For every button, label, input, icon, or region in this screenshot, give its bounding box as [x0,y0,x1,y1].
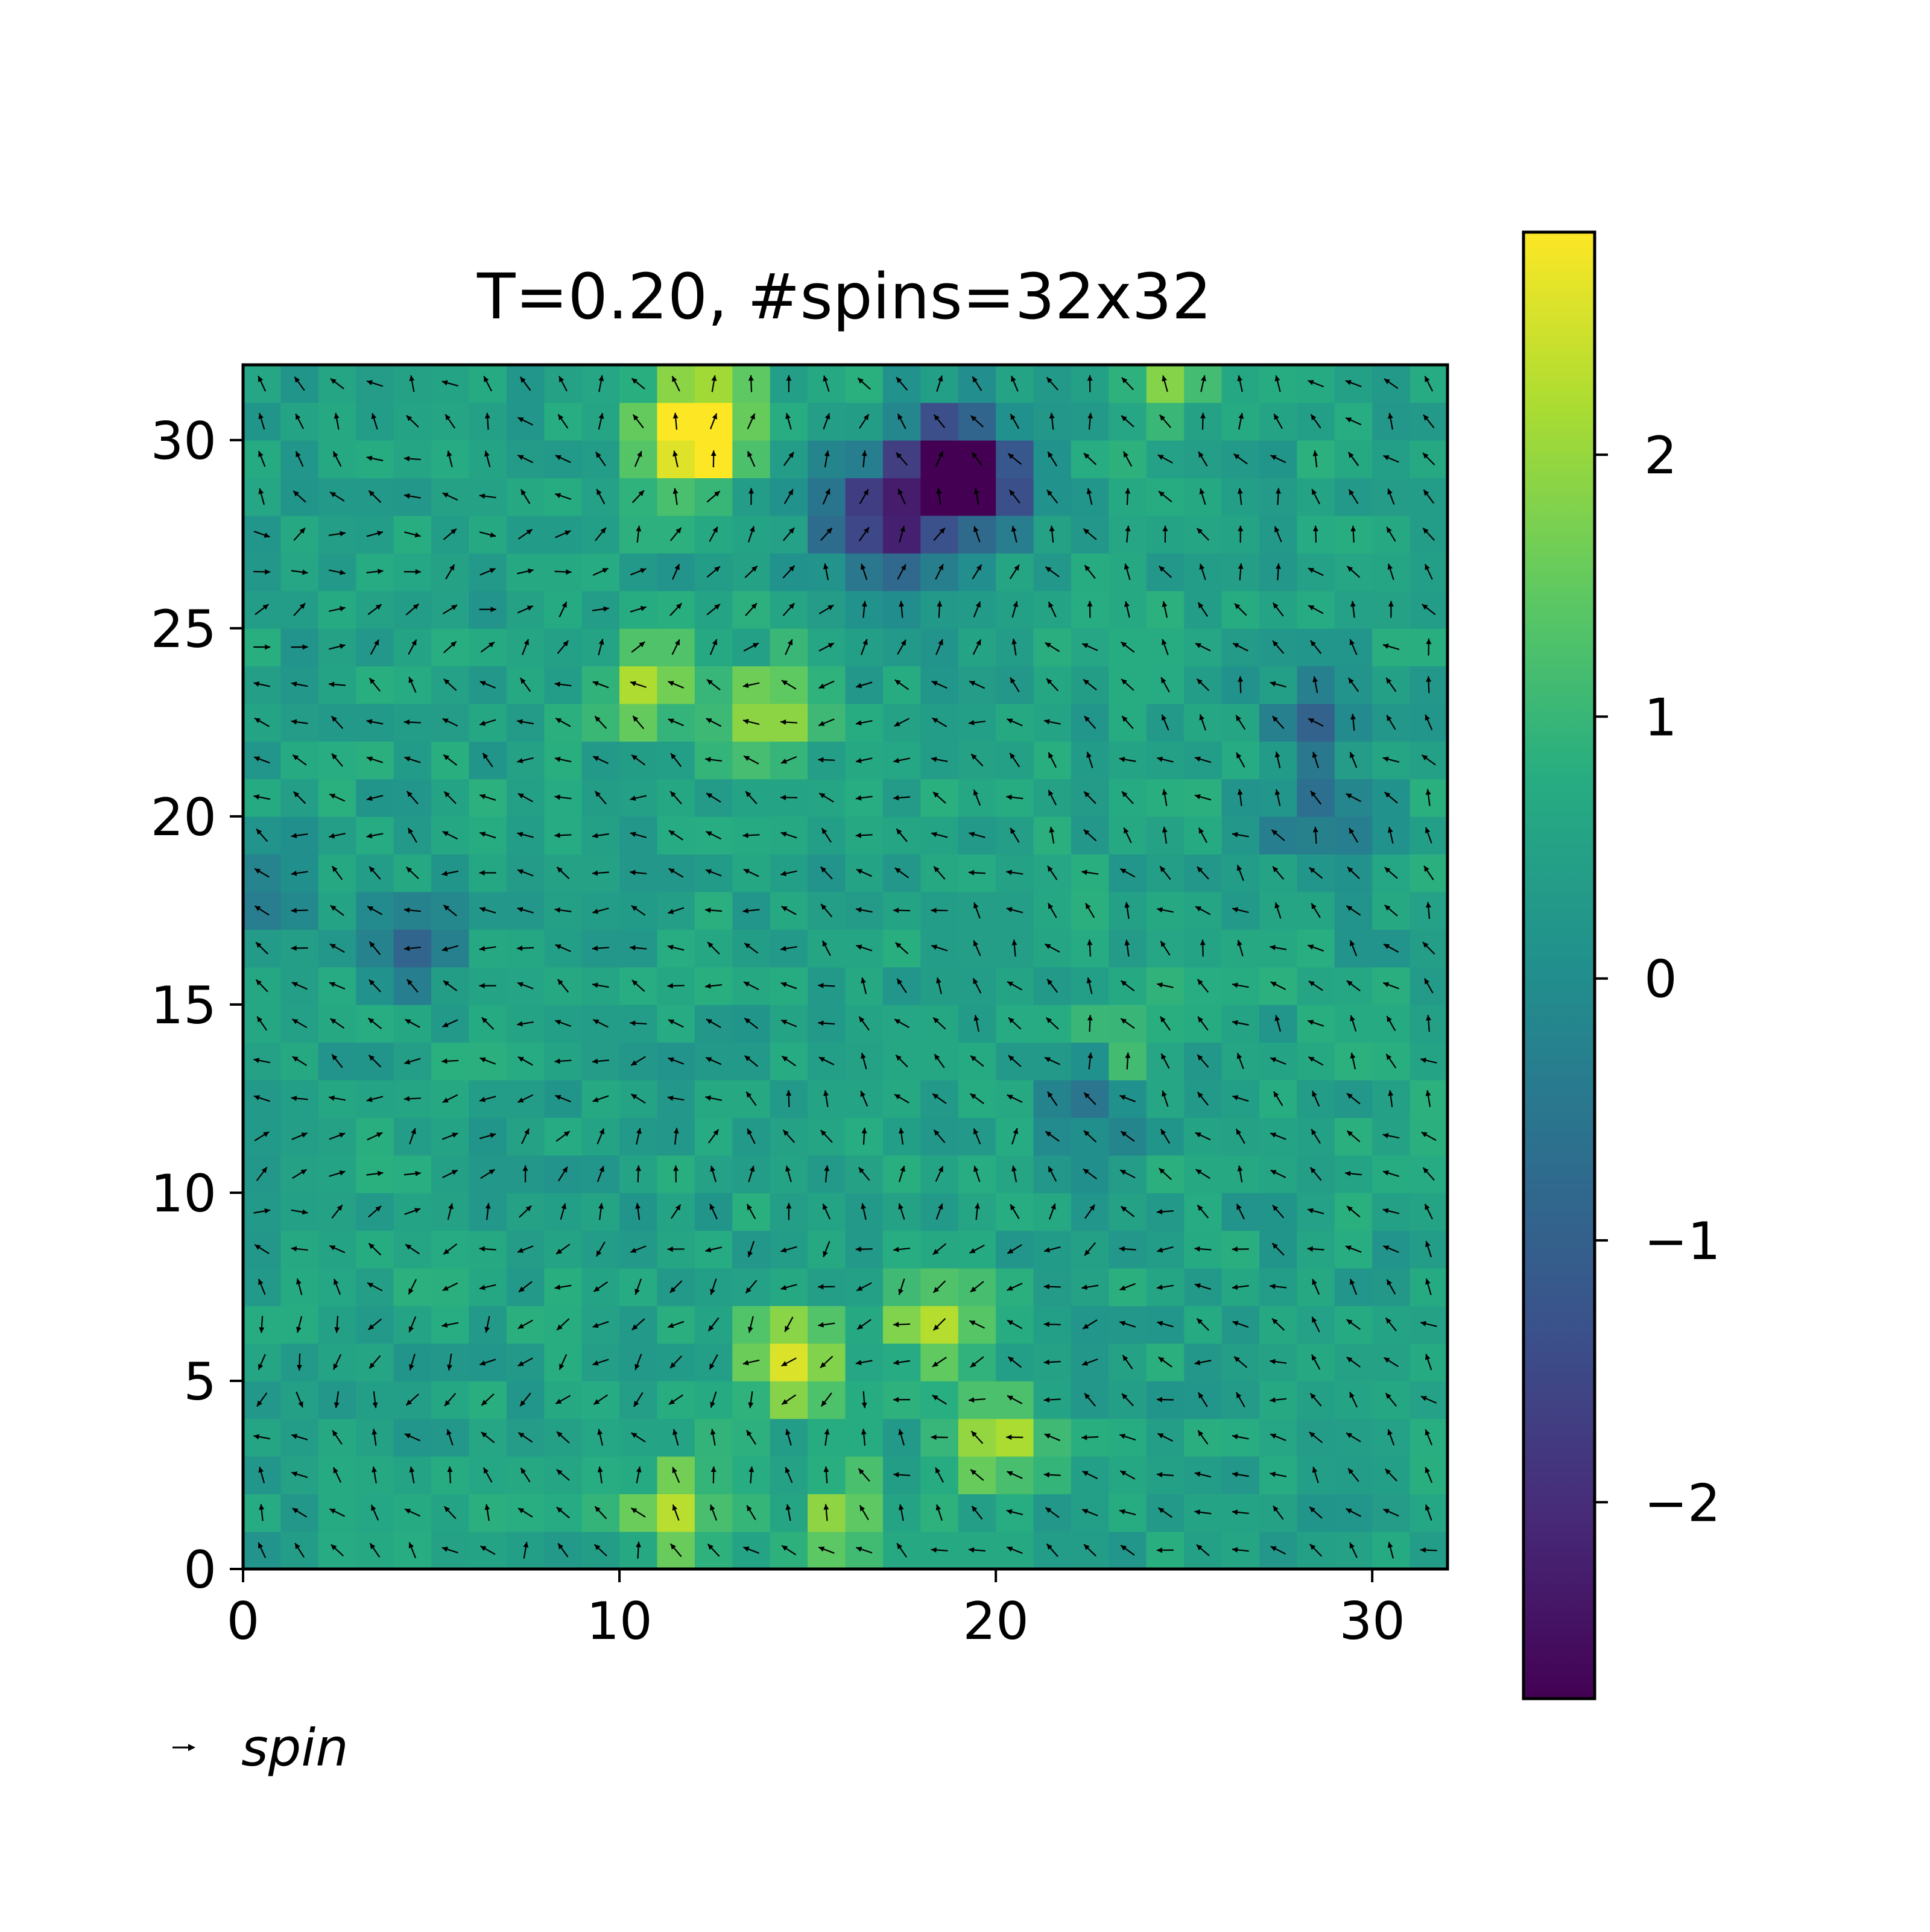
y-tick-label: 10 [151,1164,217,1224]
x-axis: 0 10 20 30 [227,1569,1405,1652]
y-tick-label: 30 [151,411,217,472]
quiver-key-arrow-head [188,1744,195,1751]
y-axis: 0 5 10 15 20 25 30 [151,411,243,1600]
x-tick-label: 30 [1339,1591,1405,1652]
colorbar-ticks: 2 1 0 −1 −2 [1595,426,1721,1533]
x-tick-label: 20 [963,1591,1028,1652]
y-tick-label: 0 [183,1540,217,1600]
colorbar-tick-label: 1 [1644,687,1677,748]
y-tick-label: 20 [151,788,217,848]
colorbar-tick-label: −1 [1644,1211,1721,1272]
y-tick-label: 5 [183,1352,217,1412]
y-tick-label: 25 [151,599,217,660]
colorbar-tick-label: 0 [1644,950,1677,1010]
quiver-key: spin [172,1718,349,1778]
x-tick-label: 10 [586,1591,652,1652]
chart-title: T=0.20, #spins=32x32 [476,260,1212,333]
colorbar-tick-label: 2 [1644,426,1677,486]
y-tick-label: 15 [151,976,217,1036]
x-tick-label: 0 [227,1591,260,1652]
quiver-key-label: spin [241,1718,349,1778]
colorbar-tick-label: −2 [1644,1473,1721,1533]
heatmap-cells [243,365,1448,1570]
colorbar [1523,232,1595,1699]
